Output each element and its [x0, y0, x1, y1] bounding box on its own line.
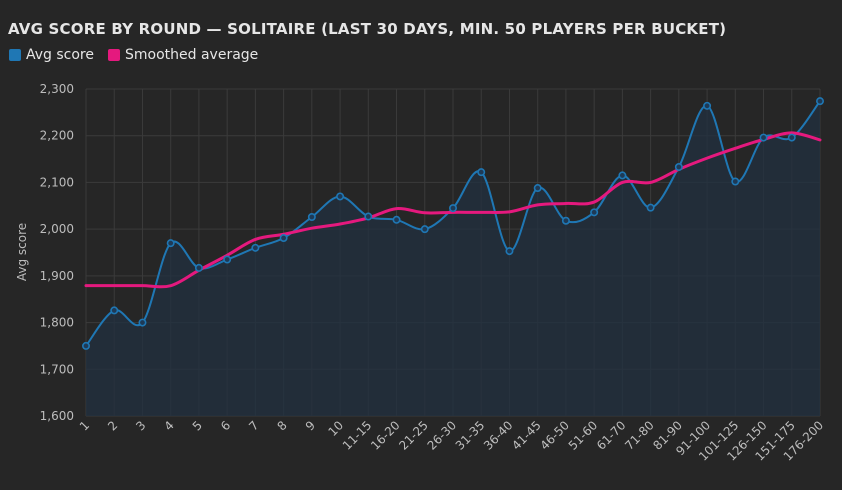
legend-label-smoothed-average: Smoothed average	[125, 47, 259, 63]
avg-score-point	[590, 208, 599, 217]
legend-label-avg-score: Avg score	[26, 47, 94, 63]
x-tick-label: 9	[303, 418, 318, 433]
avg-score-point	[505, 247, 514, 256]
legend-item-avg-score[interactable]: Avg score	[9, 47, 94, 63]
avg-score-point	[223, 255, 232, 264]
avg-score-point	[759, 133, 768, 142]
legend-swatch-smoothed-average	[108, 49, 120, 61]
avg-score-point	[703, 101, 712, 110]
avg-score-point	[477, 168, 486, 177]
avg-score-point	[448, 204, 457, 213]
y-tick-label: 2,200	[40, 129, 74, 143]
avg-score-point	[392, 215, 401, 224]
x-tick-label: 5	[190, 418, 205, 433]
avg-score-point	[561, 216, 570, 225]
x-tick-label: 1	[77, 418, 92, 433]
x-tick-label: 16-20	[368, 418, 403, 453]
y-tick-label: 2,100	[40, 175, 74, 189]
x-tick-label: 3	[133, 418, 148, 433]
avg-score-point	[138, 318, 147, 327]
legend: Avg score Smoothed average	[9, 47, 258, 63]
y-tick-label: 1,900	[40, 269, 74, 283]
avg-score-point	[110, 306, 119, 315]
x-tick-label: 7	[246, 418, 261, 433]
x-tick-label: 31-35	[453, 418, 488, 453]
chart-title: AVG SCORE BY ROUND — SOLITAIRE (LAST 30 …	[8, 20, 727, 38]
y-tick-label: 1,600	[40, 409, 74, 423]
x-tick-label: 61-70	[594, 418, 629, 453]
avg-score-point	[307, 212, 316, 221]
avg-score-point	[166, 239, 175, 248]
y-tick-label: 1,700	[40, 362, 74, 376]
x-tick-label: 51-60	[566, 418, 601, 453]
avg-score-point	[646, 203, 655, 212]
legend-swatch-avg-score	[9, 49, 21, 61]
avg-score-point	[731, 177, 740, 186]
avg-score-point	[674, 163, 683, 172]
y-axis-ticks: 1,600 1,700 1,800 1,900 2,000 2,100 2,200 2,300	[40, 82, 74, 423]
y-tick-label: 2,000	[40, 222, 74, 236]
x-tick-label: 4	[162, 418, 177, 433]
x-axis-ticks: 1 2 3 4 5 6 7 8 9 1011-1516-2021-2526-3031-3536-4…	[77, 418, 826, 463]
avg-score-point	[364, 212, 373, 221]
x-tick-label: 21-25	[396, 418, 431, 453]
avg-score-area-fill	[86, 101, 820, 416]
avg-score-point	[279, 234, 288, 243]
x-tick-label: 26-30	[425, 418, 460, 453]
avg-score-area	[86, 101, 820, 416]
avg-score-point	[251, 243, 260, 252]
avg-score-point	[194, 263, 203, 272]
avg-score-point	[82, 341, 91, 350]
avg-score-point	[420, 225, 429, 234]
avg-score-point	[533, 184, 542, 193]
avg-score-point	[787, 133, 796, 142]
avg-score-markers	[82, 97, 824, 350]
x-tick-label: 36-40	[481, 418, 516, 453]
x-tick-label: 2	[105, 418, 120, 433]
x-tick-label: 8	[274, 418, 289, 433]
x-tick-label: 6	[218, 418, 233, 433]
x-tick-label: 11-15	[340, 418, 375, 453]
y-axis-title: Avg score	[15, 223, 29, 281]
legend-item-smoothed-average[interactable]: Smoothed average	[108, 47, 258, 63]
smoothed-average-line	[84, 131, 822, 289]
x-tick-label: 71-80	[622, 418, 657, 453]
x-tick-label: 46-50	[537, 418, 572, 453]
y-tick-label: 2,300	[40, 82, 74, 96]
avg-score-point	[336, 192, 345, 201]
avg-score-point	[618, 171, 627, 180]
avg-score-point	[815, 97, 824, 106]
x-tick-label: 10	[325, 418, 346, 439]
x-tick-label: 41-45	[509, 418, 544, 453]
y-tick-label: 1,800	[40, 316, 74, 330]
